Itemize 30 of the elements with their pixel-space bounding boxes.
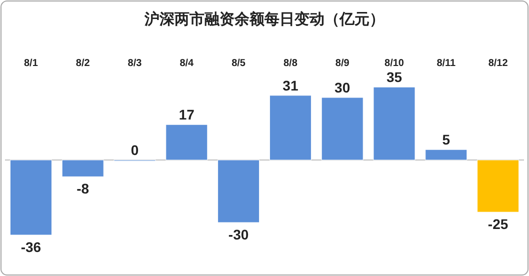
bar	[425, 149, 468, 160]
data-label: -25	[488, 216, 508, 232]
data-label: 30	[334, 80, 350, 96]
data-label: 17	[178, 106, 195, 123]
data-label: 31	[282, 77, 298, 94]
bar	[321, 97, 364, 160]
x-tick-label: 8/2	[76, 58, 90, 69]
data-label: -30	[228, 226, 249, 242]
x-tick-label: 8/12	[488, 58, 508, 69]
data-label: 0	[130, 142, 139, 158]
data-label: -8	[76, 180, 90, 197]
x-tick-label: 8/4	[180, 58, 194, 69]
bar	[166, 124, 208, 160]
bar	[62, 160, 104, 177]
chart-title: 沪深两市融资余额每日变动（亿元）	[144, 10, 384, 28]
bar	[373, 86, 416, 160]
bar	[269, 95, 312, 160]
x-tick-label: 8/9	[335, 58, 350, 69]
bar	[477, 160, 520, 212]
bar	[10, 160, 52, 236]
x-tick-label: 8/10	[384, 58, 404, 69]
data-label: -36	[20, 239, 42, 255]
x-tick-label: 8/11	[436, 58, 456, 69]
x-tick-label: 8/8	[283, 58, 298, 69]
data-label: 5	[442, 132, 450, 148]
x-tick-label: 8/1	[24, 58, 38, 69]
x-tick-label: 8/5	[232, 58, 246, 69]
data-label: 35	[386, 69, 402, 86]
x-tick-label: 8/3	[128, 58, 142, 69]
bar	[218, 160, 260, 223]
